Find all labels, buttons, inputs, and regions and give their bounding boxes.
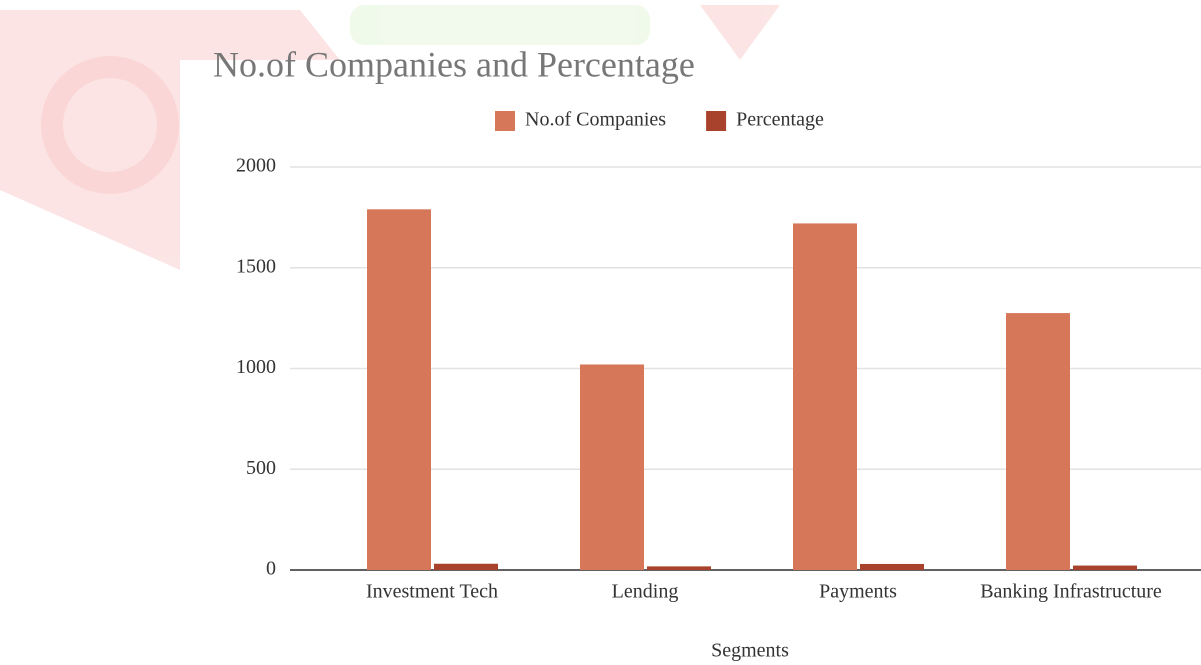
bar: [860, 563, 924, 570]
x-tick-label: Banking Infrastructure: [980, 581, 1162, 603]
bar: [1073, 565, 1137, 570]
y-tick-label: 0: [266, 558, 276, 580]
legend-label: Percentage: [736, 109, 824, 131]
y-tick-label: 500: [246, 457, 276, 479]
chart-title: No.of Companies and Percentage: [213, 44, 695, 84]
x-tick-label: Lending: [612, 581, 679, 603]
bar: [434, 563, 498, 570]
bar: [647, 566, 711, 570]
bar: [580, 364, 644, 570]
legend-swatch: [706, 111, 727, 131]
y-tick-label: 1000: [236, 356, 276, 378]
y-tick-label: 2000: [236, 155, 276, 177]
bar: [793, 223, 857, 571]
bar: [1006, 313, 1070, 570]
x-tick-label: Investment Tech: [366, 581, 498, 603]
watermark: [0, 5, 780, 270]
x-axis-label: Segments: [711, 640, 789, 662]
x-tick-label: Payments: [819, 581, 897, 603]
y-tick-label: 1500: [236, 255, 276, 277]
bar: [367, 209, 431, 570]
legend-swatch: [495, 111, 515, 131]
legend-label: No.of Companies: [525, 109, 666, 131]
